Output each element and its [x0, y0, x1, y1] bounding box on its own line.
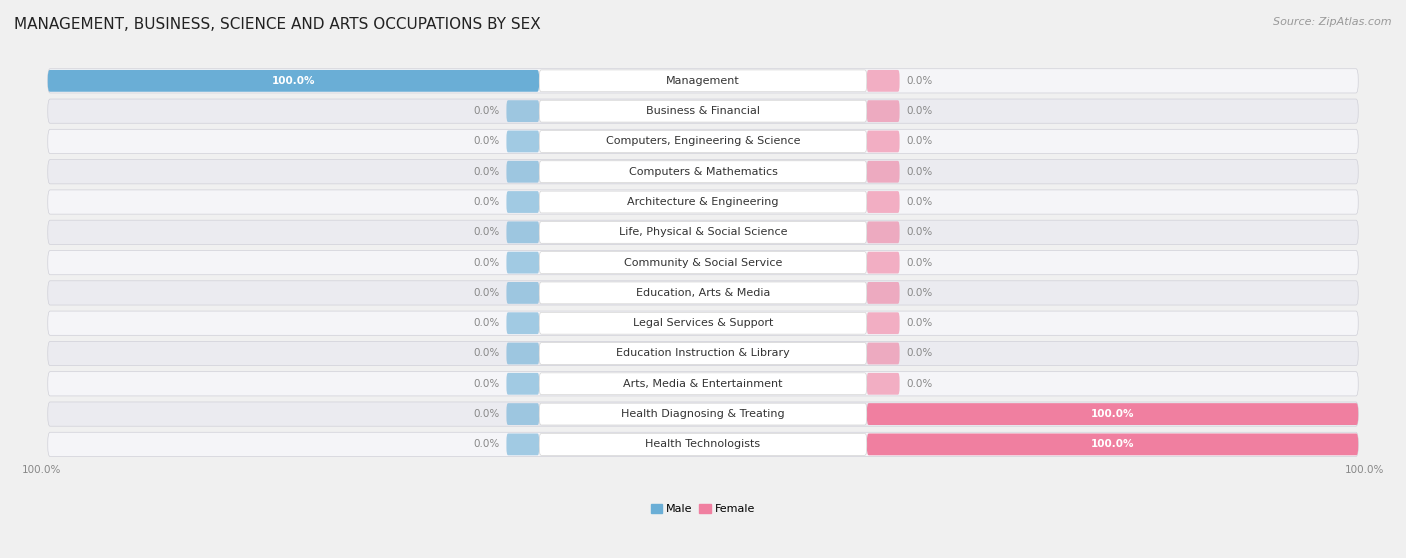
- FancyBboxPatch shape: [538, 252, 868, 273]
- Text: 0.0%: 0.0%: [474, 379, 501, 389]
- FancyBboxPatch shape: [868, 312, 900, 334]
- FancyBboxPatch shape: [48, 160, 1358, 184]
- FancyBboxPatch shape: [506, 312, 538, 334]
- Text: Health Diagnosing & Treating: Health Diagnosing & Treating: [621, 409, 785, 419]
- Text: 0.0%: 0.0%: [905, 258, 932, 268]
- FancyBboxPatch shape: [538, 161, 868, 182]
- FancyBboxPatch shape: [506, 131, 538, 152]
- Text: Computers, Engineering & Science: Computers, Engineering & Science: [606, 137, 800, 146]
- FancyBboxPatch shape: [868, 282, 900, 304]
- Text: 0.0%: 0.0%: [905, 76, 932, 86]
- FancyBboxPatch shape: [506, 100, 538, 122]
- FancyBboxPatch shape: [506, 282, 538, 304]
- Text: Life, Physical & Social Science: Life, Physical & Social Science: [619, 227, 787, 237]
- Text: 0.0%: 0.0%: [905, 106, 932, 116]
- Text: Source: ZipAtlas.com: Source: ZipAtlas.com: [1274, 17, 1392, 27]
- FancyBboxPatch shape: [506, 222, 538, 243]
- FancyBboxPatch shape: [868, 403, 1358, 425]
- Text: 100.0%: 100.0%: [271, 76, 315, 86]
- Text: 0.0%: 0.0%: [474, 349, 501, 358]
- FancyBboxPatch shape: [538, 131, 868, 152]
- Text: 0.0%: 0.0%: [474, 227, 501, 237]
- FancyBboxPatch shape: [538, 70, 868, 92]
- Text: 0.0%: 0.0%: [474, 288, 501, 298]
- Text: 0.0%: 0.0%: [474, 137, 501, 146]
- FancyBboxPatch shape: [506, 161, 538, 182]
- FancyBboxPatch shape: [538, 434, 868, 455]
- FancyBboxPatch shape: [506, 191, 538, 213]
- FancyBboxPatch shape: [48, 251, 1358, 275]
- Text: Community & Social Service: Community & Social Service: [624, 258, 782, 268]
- Text: 0.0%: 0.0%: [905, 379, 932, 389]
- FancyBboxPatch shape: [48, 70, 538, 92]
- Text: Business & Financial: Business & Financial: [645, 106, 761, 116]
- Text: 0.0%: 0.0%: [474, 106, 501, 116]
- FancyBboxPatch shape: [538, 403, 868, 425]
- FancyBboxPatch shape: [538, 100, 868, 122]
- FancyBboxPatch shape: [506, 252, 538, 273]
- FancyBboxPatch shape: [48, 402, 1358, 426]
- Text: Education, Arts & Media: Education, Arts & Media: [636, 288, 770, 298]
- FancyBboxPatch shape: [48, 69, 1358, 93]
- Legend: Male, Female: Male, Female: [647, 500, 759, 519]
- Text: 0.0%: 0.0%: [905, 349, 932, 358]
- FancyBboxPatch shape: [868, 343, 900, 364]
- Text: Arts, Media & Entertainment: Arts, Media & Entertainment: [623, 379, 783, 389]
- Text: 100.0%: 100.0%: [1346, 465, 1385, 475]
- Text: Computers & Mathematics: Computers & Mathematics: [628, 167, 778, 177]
- FancyBboxPatch shape: [868, 161, 900, 182]
- FancyBboxPatch shape: [868, 70, 900, 92]
- FancyBboxPatch shape: [48, 372, 1358, 396]
- Text: Management: Management: [666, 76, 740, 86]
- FancyBboxPatch shape: [538, 373, 868, 395]
- Text: 0.0%: 0.0%: [474, 167, 501, 177]
- FancyBboxPatch shape: [868, 373, 900, 395]
- FancyBboxPatch shape: [48, 99, 1358, 123]
- FancyBboxPatch shape: [48, 281, 1358, 305]
- Text: 100.0%: 100.0%: [1091, 439, 1135, 449]
- Text: Health Technologists: Health Technologists: [645, 439, 761, 449]
- Text: 0.0%: 0.0%: [905, 137, 932, 146]
- Text: 0.0%: 0.0%: [905, 167, 932, 177]
- Text: Architecture & Engineering: Architecture & Engineering: [627, 197, 779, 207]
- Text: 0.0%: 0.0%: [474, 197, 501, 207]
- Text: 0.0%: 0.0%: [474, 439, 501, 449]
- FancyBboxPatch shape: [48, 129, 1358, 153]
- Text: Legal Services & Support: Legal Services & Support: [633, 318, 773, 328]
- Text: 0.0%: 0.0%: [474, 318, 501, 328]
- FancyBboxPatch shape: [868, 222, 900, 243]
- FancyBboxPatch shape: [868, 191, 900, 213]
- FancyBboxPatch shape: [538, 312, 868, 334]
- FancyBboxPatch shape: [868, 100, 900, 122]
- Text: 0.0%: 0.0%: [474, 409, 501, 419]
- FancyBboxPatch shape: [538, 191, 868, 213]
- FancyBboxPatch shape: [48, 190, 1358, 214]
- FancyBboxPatch shape: [48, 311, 1358, 335]
- FancyBboxPatch shape: [538, 222, 868, 243]
- Text: 0.0%: 0.0%: [474, 258, 501, 268]
- Text: 0.0%: 0.0%: [905, 197, 932, 207]
- FancyBboxPatch shape: [48, 432, 1358, 456]
- Text: 0.0%: 0.0%: [905, 227, 932, 237]
- FancyBboxPatch shape: [506, 373, 538, 395]
- FancyBboxPatch shape: [48, 341, 1358, 365]
- Text: 100.0%: 100.0%: [21, 465, 60, 475]
- Text: 100.0%: 100.0%: [1091, 409, 1135, 419]
- FancyBboxPatch shape: [506, 434, 538, 455]
- FancyBboxPatch shape: [868, 434, 1358, 455]
- FancyBboxPatch shape: [538, 282, 868, 304]
- FancyBboxPatch shape: [538, 343, 868, 364]
- Text: Education Instruction & Library: Education Instruction & Library: [616, 349, 790, 358]
- Text: 0.0%: 0.0%: [905, 288, 932, 298]
- FancyBboxPatch shape: [868, 131, 900, 152]
- Text: MANAGEMENT, BUSINESS, SCIENCE AND ARTS OCCUPATIONS BY SEX: MANAGEMENT, BUSINESS, SCIENCE AND ARTS O…: [14, 17, 541, 32]
- FancyBboxPatch shape: [868, 252, 900, 273]
- Text: 0.0%: 0.0%: [905, 318, 932, 328]
- FancyBboxPatch shape: [506, 403, 538, 425]
- FancyBboxPatch shape: [48, 220, 1358, 244]
- FancyBboxPatch shape: [506, 343, 538, 364]
